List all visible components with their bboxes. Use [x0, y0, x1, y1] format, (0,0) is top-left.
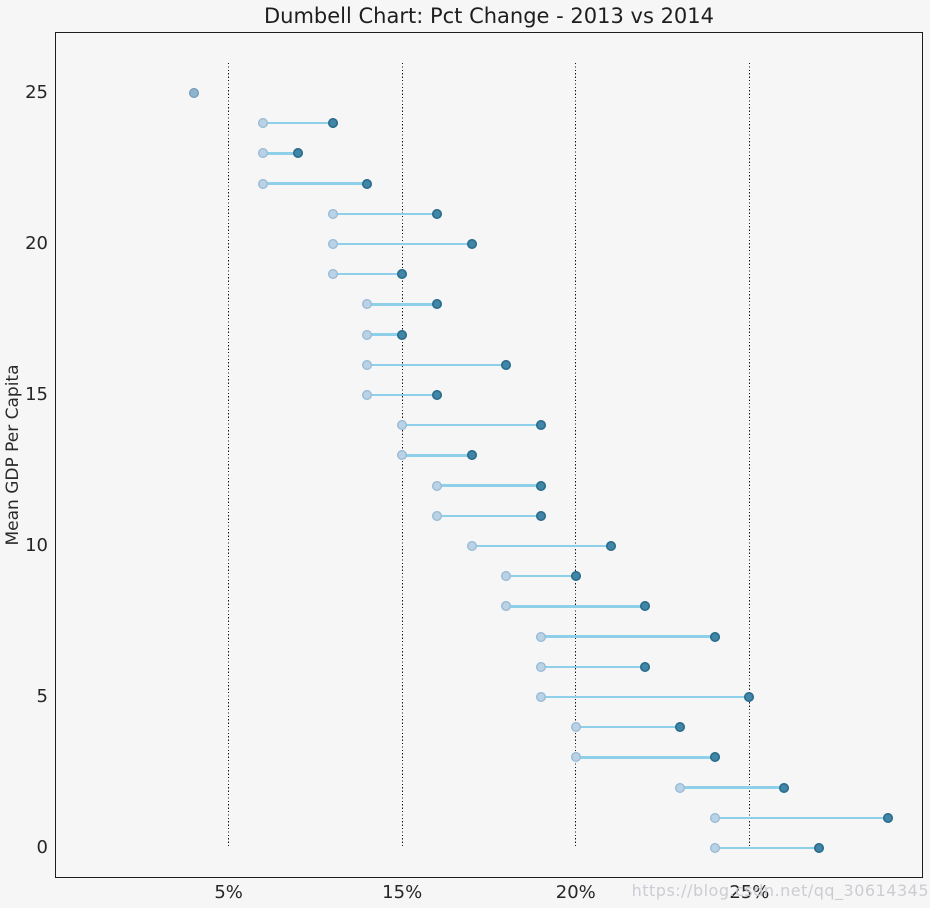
- connector-line: [679, 786, 785, 789]
- connector-line: [506, 605, 646, 608]
- gridline-20%: [575, 62, 577, 848]
- connector-line: [332, 272, 403, 276]
- dot-2014-dark: [779, 782, 790, 793]
- dot-2014-dark: [431, 390, 442, 400]
- x-tick-label: 15%: [382, 882, 423, 903]
- dot-2013-light: [327, 208, 338, 219]
- dot-2013-light: [501, 571, 512, 582]
- dot-2014-dark: [536, 480, 547, 491]
- dot-2014-dark: [397, 269, 408, 280]
- dot-2013-light: [327, 239, 338, 249]
- connector-line: [402, 423, 542, 427]
- gridline-25%: [748, 62, 750, 848]
- connector-line: [714, 846, 819, 850]
- connector-line: [263, 121, 333, 125]
- dot-2013-light: [536, 692, 547, 702]
- dot-2013-light: [570, 752, 581, 763]
- dot-2013-light: [709, 812, 720, 823]
- dot-2013-light: [362, 329, 373, 340]
- dot-overlap: [188, 88, 199, 98]
- connector-line: [541, 665, 646, 669]
- connector-line: [714, 816, 889, 820]
- dot-2014-dark: [709, 752, 720, 763]
- connector-line: [367, 303, 437, 306]
- dot-2013-light: [536, 661, 547, 672]
- connector-line: [541, 695, 750, 699]
- connector-line: [263, 182, 368, 185]
- connector-line: [575, 756, 715, 759]
- connector-line: [541, 635, 715, 638]
- dot-2014-dark: [466, 450, 477, 461]
- connector-line: [367, 333, 403, 336]
- connector-line: [506, 574, 576, 578]
- connector-line: [436, 514, 542, 518]
- y-tick-label: 20: [25, 233, 48, 254]
- chart-title: Dumbell Chart: Pct Change - 2013 vs 2014: [263, 4, 715, 28]
- dot-2014-dark: [327, 118, 338, 129]
- dot-2014-dark: [674, 722, 685, 733]
- dot-2014-dark: [605, 541, 616, 551]
- connector-line: [367, 393, 437, 397]
- dot-2014-dark: [744, 692, 755, 702]
- dot-2013-light: [501, 601, 512, 612]
- dot-2013-light: [362, 299, 373, 310]
- y-tick-label: 25: [25, 82, 48, 103]
- dot-2013-light: [709, 843, 720, 853]
- dot-2014-dark: [431, 299, 442, 310]
- dot-2013-light: [362, 359, 373, 370]
- dot-2014-dark: [501, 359, 512, 370]
- dot-2014-dark: [362, 178, 373, 189]
- gridline-5%: [228, 62, 230, 848]
- connector-line: [367, 363, 507, 367]
- x-tick-label: 20%: [555, 882, 596, 903]
- connector-line: [263, 152, 299, 155]
- dot-2013-light: [674, 782, 685, 793]
- dot-2014-dark: [397, 329, 408, 340]
- dot-2013-light: [431, 480, 442, 491]
- dot-2013-light: [536, 631, 547, 642]
- dot-2014-dark: [536, 510, 547, 521]
- dot-2014-dark: [709, 631, 720, 642]
- connector-line: [332, 242, 472, 246]
- connector-line: [332, 212, 437, 216]
- dot-2013-light: [327, 269, 338, 280]
- dot-2014-dark: [293, 148, 304, 159]
- y-tick-label: 0: [36, 837, 48, 858]
- dot-2013-light: [258, 148, 269, 159]
- plot-area: [55, 32, 923, 878]
- dot-2014-dark: [640, 661, 651, 672]
- y-tick-label: 15: [25, 384, 48, 405]
- dot-2014-dark: [536, 420, 547, 431]
- y-tick-label: 10: [25, 535, 48, 556]
- connector-line: [471, 544, 611, 548]
- connector-line: [402, 454, 472, 457]
- dot-2013-light: [570, 722, 581, 733]
- dot-2014-dark: [431, 208, 442, 219]
- dot-2013-light: [466, 541, 477, 551]
- connector-line: [436, 484, 542, 487]
- connector-line: [575, 725, 680, 729]
- dot-2014-dark: [570, 571, 581, 582]
- watermark: https://blog.csdn.net/qq_30614345: [631, 881, 929, 900]
- dot-2013-light: [258, 118, 269, 129]
- x-tick-label: 5%: [214, 882, 243, 903]
- dot-2014-dark: [883, 812, 894, 823]
- x-tick-label: 25%: [729, 882, 770, 903]
- dot-2014-dark: [813, 843, 824, 853]
- dot-2013-light: [362, 390, 373, 400]
- dot-2013-light: [397, 420, 408, 431]
- dot-2014-dark: [640, 601, 651, 612]
- dot-2013-light: [397, 450, 408, 461]
- dot-2014-dark: [466, 239, 477, 249]
- dot-2013-light: [431, 510, 442, 521]
- dot-2013-light: [258, 178, 269, 189]
- y-tick-label: 5: [36, 686, 48, 707]
